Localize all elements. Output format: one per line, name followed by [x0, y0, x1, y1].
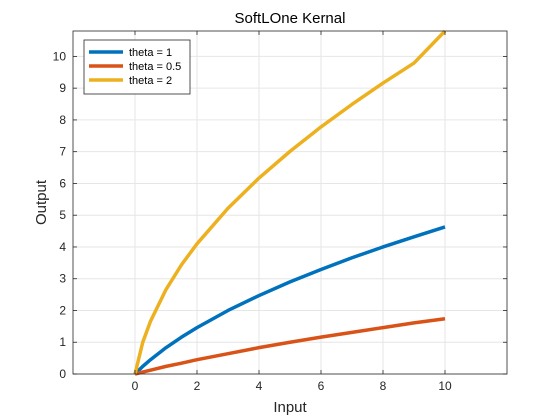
y-tick-label: 8 [59, 113, 66, 127]
y-tick-label: 9 [59, 81, 66, 95]
series-line-2 [134, 317, 446, 376]
x-axis-title: Input [273, 399, 307, 416]
y-tick-label: 10 [53, 49, 67, 63]
chart-title: SoftLOne Kernal [235, 10, 346, 27]
legend-label: theta = 0.5 [129, 61, 181, 73]
x-tick-label: 10 [438, 379, 452, 393]
tick-marks [73, 31, 507, 375]
y-tick-label: 0 [59, 367, 66, 381]
tick-labels: 0 2 4 6 8 10 0 1 2 3 4 5 6 7 8 9 10 [53, 49, 452, 393]
y-tick-label: 6 [59, 176, 66, 190]
y-axis-title: Output [33, 179, 50, 225]
y-tick-label: 1 [59, 335, 66, 349]
y-tick-label: 7 [59, 145, 66, 159]
legend-label: theta = 1 [129, 47, 172, 59]
y-tick-label: 4 [59, 240, 66, 254]
x-tick-label: 6 [318, 379, 325, 393]
y-tick-label: 2 [59, 303, 66, 317]
series-line-3 [133, 29, 447, 375]
x-tick-label: 2 [194, 379, 201, 393]
y-tick-label: 3 [59, 272, 66, 286]
x-tick-label: 4 [256, 379, 263, 393]
y-tick-label: 5 [59, 208, 66, 222]
series-lines [133, 29, 447, 376]
legend[interactable]: theta = 1 theta = 0.5 theta = 2 [83, 39, 191, 95]
axes-box [72, 30, 508, 375]
x-tick-label: 8 [380, 379, 387, 393]
series-line-1 [133, 225, 446, 376]
legend-label: theta = 2 [129, 75, 172, 87]
x-tick-label: 0 [132, 379, 139, 393]
